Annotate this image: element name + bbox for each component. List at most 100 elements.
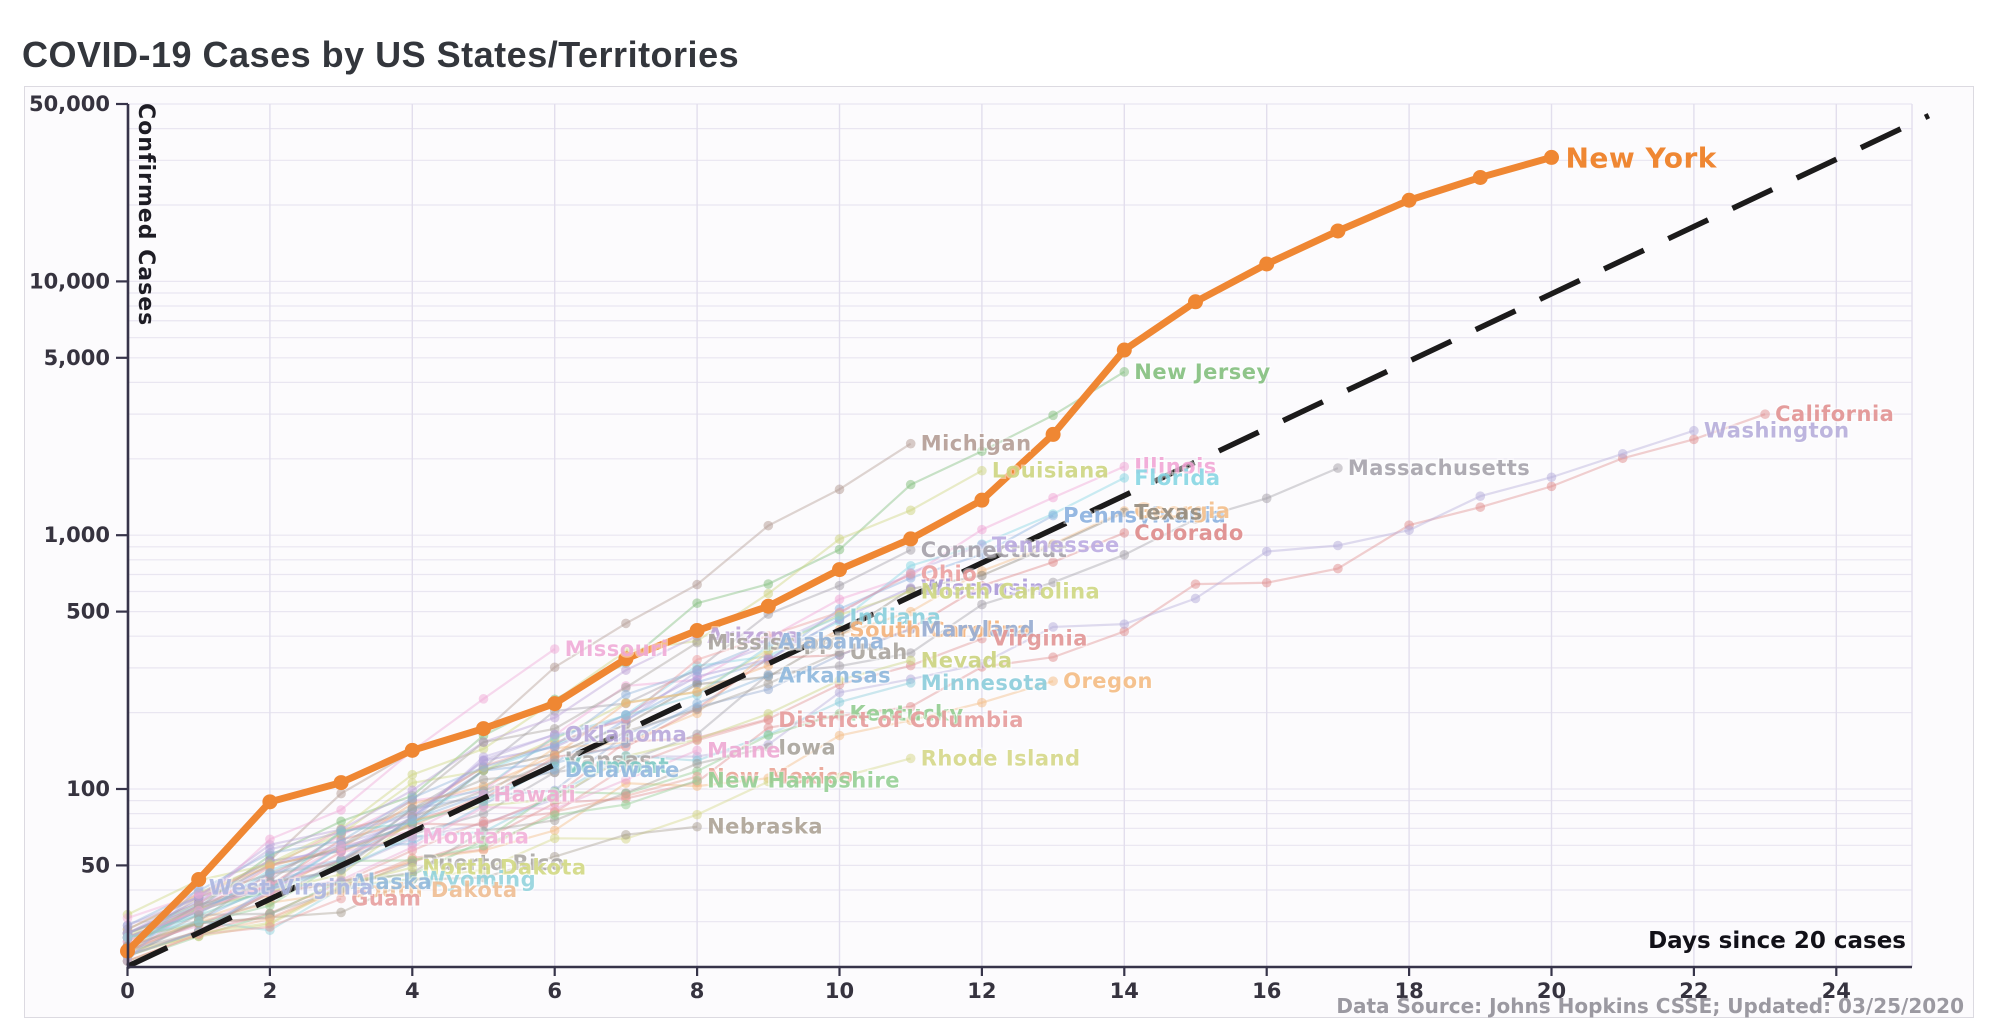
series-point[interactable] — [336, 847, 346, 858]
series-point[interactable] — [763, 715, 774, 725]
series-point[interactable] — [265, 834, 275, 845]
series-point[interactable] — [905, 606, 916, 617]
series-point[interactable] — [763, 678, 774, 689]
series-point[interactable] — [977, 549, 987, 560]
series-point[interactable] — [692, 665, 702, 676]
series-point[interactable] — [903, 531, 919, 547]
series-point[interactable] — [404, 742, 420, 758]
series-point[interactable] — [905, 648, 916, 658]
series-point[interactable] — [905, 655, 916, 666]
series-point[interactable] — [265, 844, 275, 855]
series-point[interactable] — [1188, 294, 1203, 310]
series-line[interactable] — [127, 659, 911, 939]
series-point[interactable] — [763, 588, 774, 599]
series-point[interactable] — [692, 579, 702, 590]
series-point[interactable] — [478, 774, 489, 785]
series-point[interactable] — [1119, 367, 1130, 377]
series-point[interactable] — [977, 581, 987, 591]
series-point[interactable] — [689, 623, 705, 639]
series-point[interactable] — [336, 893, 346, 904]
series-point[interactable] — [1190, 579, 1201, 589]
series-point[interactable] — [763, 742, 774, 753]
series-point[interactable] — [549, 740, 560, 751]
series-label[interactable]: Texas — [1133, 499, 1204, 526]
series-point[interactable] — [905, 479, 916, 490]
series-point[interactable] — [763, 723, 774, 733]
series-point[interactable] — [977, 540, 987, 550]
series-point[interactable] — [407, 842, 418, 853]
series-point[interactable] — [834, 594, 845, 605]
series-label[interactable]: Virginia — [990, 625, 1089, 652]
series-point[interactable] — [1048, 492, 1058, 503]
series-line[interactable] — [127, 628, 912, 939]
series-point[interactable] — [763, 520, 774, 531]
series-point[interactable] — [692, 637, 702, 648]
series-point[interactable] — [478, 816, 489, 827]
series-point[interactable] — [478, 762, 489, 772]
series-point[interactable] — [336, 788, 346, 799]
series-line[interactable] — [127, 548, 912, 948]
series-point[interactable] — [905, 545, 916, 555]
series-point[interactable] — [905, 560, 916, 571]
series-point[interactable] — [621, 750, 631, 761]
series-line[interactable] — [127, 793, 485, 939]
series-point[interactable] — [692, 679, 702, 690]
series-point[interactable] — [977, 446, 987, 457]
series-point[interactable] — [905, 438, 916, 449]
series-point[interactable] — [262, 794, 278, 810]
series-point[interactable] — [621, 774, 631, 785]
series-line[interactable] — [127, 586, 912, 935]
series-point[interactable] — [1119, 507, 1130, 518]
series-point[interactable] — [1048, 510, 1058, 521]
series-point[interactable] — [692, 745, 702, 756]
series-label[interactable]: Wisconsin — [919, 574, 1045, 601]
series-point[interactable] — [905, 701, 916, 712]
series-point[interactable] — [407, 785, 418, 796]
series-label[interactable]: Mississippi — [706, 629, 844, 656]
series-point[interactable] — [191, 871, 207, 887]
series-line[interactable] — [126, 886, 200, 962]
series-point[interactable] — [621, 710, 631, 721]
series-point[interactable] — [1261, 493, 1272, 504]
series-point[interactable] — [621, 738, 631, 749]
series-point[interactable] — [478, 737, 489, 748]
series-point[interactable] — [621, 618, 631, 629]
series-label[interactable]: Pennsylvania — [1062, 502, 1228, 529]
series-point[interactable] — [834, 611, 845, 622]
series-point[interactable] — [265, 922, 275, 932]
series-point[interactable] — [549, 810, 560, 820]
series-point[interactable] — [692, 598, 702, 608]
series-point[interactable] — [905, 569, 916, 579]
series-point[interactable] — [1048, 652, 1058, 663]
series-label[interactable]: Oregon — [1062, 668, 1154, 695]
series-point[interactable] — [1119, 461, 1130, 472]
series-point[interactable] — [977, 633, 987, 644]
series-point[interactable] — [1333, 563, 1343, 574]
series-point[interactable] — [1546, 481, 1557, 492]
series-label[interactable]: Guam — [350, 885, 423, 912]
series-label[interactable]: Maine — [706, 737, 782, 764]
series-label[interactable]: Kentucky — [848, 700, 965, 727]
series-label[interactable]: Indiana — [848, 603, 942, 630]
series-point[interactable] — [1048, 540, 1058, 550]
series-point[interactable] — [478, 744, 489, 754]
series-point[interactable] — [977, 465, 987, 476]
series-line[interactable] — [126, 442, 912, 943]
series-point[interactable] — [692, 821, 702, 832]
series-point[interactable] — [478, 755, 489, 765]
series-point[interactable] — [407, 862, 418, 873]
series-point[interactable] — [1048, 557, 1058, 567]
series-label[interactable]: Delaware — [563, 756, 681, 783]
series-point[interactable] — [621, 791, 631, 801]
series-point[interactable] — [760, 598, 776, 614]
series-point[interactable] — [407, 804, 418, 814]
series-point[interactable] — [763, 579, 774, 589]
series-line[interactable] — [127, 467, 1339, 953]
series-label[interactable]: Oklahoma — [563, 721, 688, 748]
series-label[interactable]: Montana — [421, 823, 531, 850]
series-point[interactable] — [832, 562, 847, 578]
series-point[interactable] — [1259, 256, 1275, 272]
series-point[interactable] — [692, 735, 702, 746]
series-line[interactable] — [127, 590, 912, 916]
series-label[interactable]: Michigan — [919, 430, 1032, 457]
